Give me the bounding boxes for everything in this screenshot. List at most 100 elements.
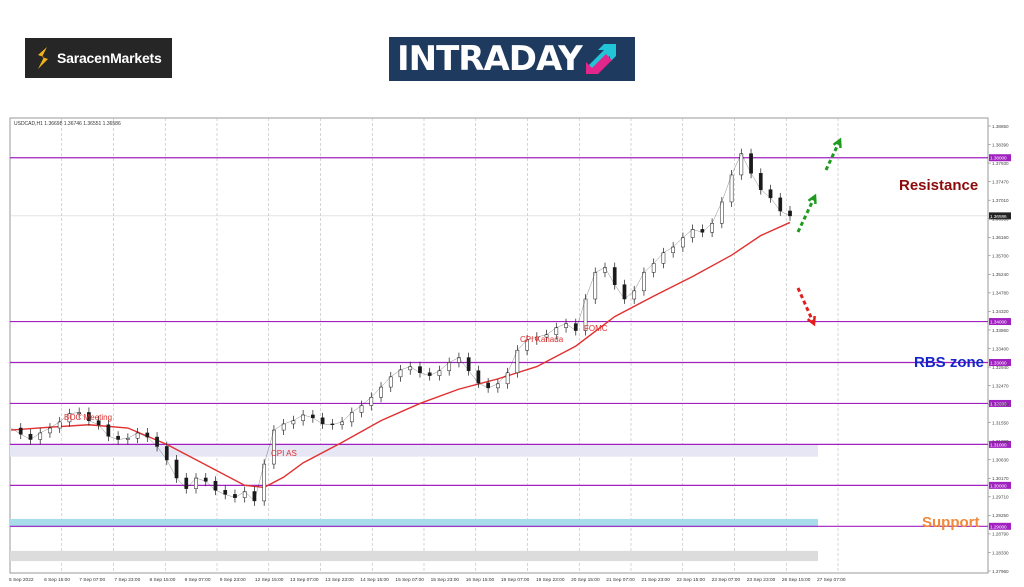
arrow-head (806, 315, 816, 327)
arrow-head (807, 193, 817, 205)
x-tick-label: 21 Sep 23:00 (641, 577, 670, 583)
support-label: Support (922, 514, 980, 531)
candle-body (272, 429, 276, 465)
level-price-tag (989, 318, 1011, 326)
up-down-arrows-icon (585, 44, 616, 74)
y-tick-label: 1.32470 (992, 383, 1009, 388)
level-price-label: 1.38000 (990, 156, 1007, 161)
x-tick-label: 19 Sep 23:00 (536, 577, 565, 583)
candle-body (719, 201, 724, 224)
x-tick-label: 26 Sep 15:00 (782, 577, 811, 583)
candle-body (593, 272, 598, 300)
x-tick-label: 8 Sep 15:00 (150, 577, 176, 583)
y-tick-label: 1.37930 (992, 161, 1009, 166)
x-tick-label: 20 Sep 15:00 (571, 577, 600, 583)
y-tick-label: 1.31550 (992, 420, 1009, 425)
forecast-arrows (796, 137, 842, 327)
level-price-label: 1.34000 (990, 320, 1007, 325)
candle-body (466, 357, 471, 371)
price-levels: 1.38000 1.34000 1.33000 1.32000 1.31000 1.300… (10, 154, 1011, 530)
y-tick-label: 1.37470 (992, 179, 1009, 184)
y-tick-label: 1.38850 (992, 124, 1009, 129)
x-tick-label: 23 Sep 23:00 (747, 577, 776, 583)
candle-body (749, 153, 753, 174)
band-lavender (10, 444, 818, 457)
vertical-grid (10, 118, 988, 573)
candle-body (262, 463, 267, 502)
resistance-label: Resistance (899, 177, 978, 194)
band-lightblue (10, 518, 818, 528)
candle-body (622, 284, 627, 300)
level-price-tag (989, 440, 1011, 448)
up-arrow (796, 195, 817, 233)
level-price-label: 1.33000 (990, 360, 1007, 365)
level-price-label: 1.32000 (990, 401, 1007, 406)
down-arrow (796, 287, 816, 325)
y-tick-label: 1.31090 (992, 439, 1009, 444)
saracen-markets-logo: SaracenMarkets (25, 38, 172, 78)
event-labels: BOC Meeting CPI AS CPI Kanada FOMC (64, 324, 608, 458)
candle-body (164, 446, 169, 461)
level-price-label: 1.30000 (990, 483, 1007, 488)
x-tick-label: 23 Sep 07:00 (712, 577, 741, 583)
arrow-head (832, 137, 842, 149)
x-tick-label: 22 Sep 15:00 (676, 577, 705, 583)
chart-symbol-header: USDCAD,H1 1.36698 1.36746 1.36551 1.3658… (14, 121, 121, 127)
x-tick-label: 7 Sep 23:00 (114, 577, 140, 583)
event-label: CPI Kanada (520, 335, 564, 344)
y-tick-label: 1.30630 (992, 458, 1009, 463)
candle-body (194, 477, 198, 489)
y-tick-label: 1.30170 (992, 476, 1009, 481)
price-series: 1.36586 (10, 148, 1011, 506)
level-price-tag (989, 522, 1011, 530)
candle-body (476, 370, 481, 384)
y-tick-label: 1.38390 (992, 142, 1009, 147)
saracen-logo-text: SaracenMarkets (57, 50, 162, 66)
y-tick-label: 1.33400 (992, 346, 1009, 351)
x-tick-label: 13 Sep 07:00 (290, 577, 319, 583)
intraday-logo-text: INTRADAY (397, 39, 583, 79)
y-axis: 1.38850 1.38390 1.37930 1.37470 1.37010 1.365… (988, 124, 1009, 574)
y-tick-label: 1.32010 (992, 402, 1009, 407)
x-tick-label: 7 Sep 07:00 (79, 577, 105, 583)
y-tick-label: 1.27960 (992, 569, 1009, 574)
saracen-s-icon (38, 47, 48, 69)
y-tick-label: 1.29250 (992, 513, 1009, 518)
level-price-tag (989, 481, 1011, 489)
y-tick-label: 1.29710 (992, 495, 1009, 500)
x-tick-label: 6 Sep 15:00 (44, 577, 70, 583)
ma-line (10, 221, 791, 489)
current-price-tag (989, 212, 1011, 220)
current-price-label: 1.36586 (990, 214, 1007, 219)
x-tick-label: 27 Sep 07:00 (817, 577, 846, 583)
candle-body (778, 197, 783, 212)
x-tick-label: 5 Sep 2022 (9, 577, 34, 583)
x-tick-label: 14 Sep 15:00 (360, 577, 389, 583)
level-price-label: 1.29000 (990, 524, 1007, 529)
candle-body (174, 459, 179, 479)
x-tick-label: 13 Sep 23:00 (325, 577, 354, 583)
x-tick-label: 21 Sep 07:00 (606, 577, 635, 583)
x-tick-label: 19 Sep 07:00 (501, 577, 530, 583)
price-line (10, 153, 791, 502)
x-tick-label: 15 Sep 23:00 (431, 577, 460, 583)
x-tick-label: 9 Sep 07:00 (185, 577, 211, 583)
candle-body (661, 252, 666, 264)
up-arrow (824, 139, 842, 171)
y-tick-label: 1.32940 (992, 365, 1009, 370)
event-label: FOMC (584, 324, 608, 333)
candle-body (739, 153, 744, 176)
y-tick-label: 1.37010 (992, 198, 1009, 203)
candle-body (515, 349, 520, 373)
candle-body (758, 173, 763, 190)
rbs-zone-label: RBS zone (914, 354, 984, 371)
level-price-tag (989, 399, 1011, 407)
band-grey (10, 550, 818, 562)
x-tick-label: 9 Sep 23:00 (220, 577, 246, 583)
highlight-bands (10, 444, 818, 562)
candle-body (505, 372, 510, 385)
y-tick-label: 1.36550 (992, 217, 1009, 222)
candle-body (612, 267, 617, 285)
level-price-tag (989, 154, 1011, 162)
